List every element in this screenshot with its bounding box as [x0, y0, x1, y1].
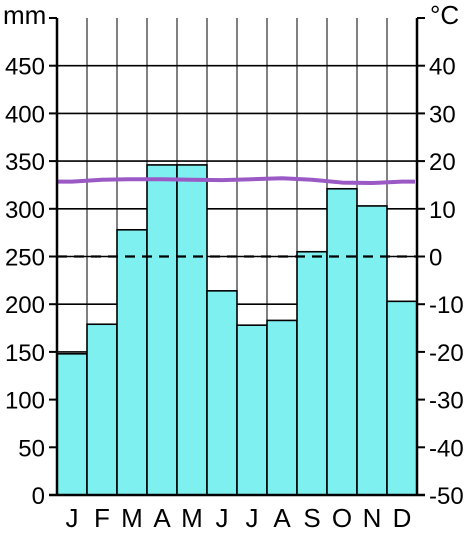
- temperature-line: [57, 176, 415, 186]
- precipitation-bar: [206, 290, 238, 496]
- left-tick-label: 50: [18, 435, 45, 462]
- month-label: S: [303, 503, 320, 533]
- right-tick-label: -10: [429, 292, 464, 319]
- precipitation-bar: [146, 164, 178, 496]
- left-tick-label: 200: [5, 292, 45, 319]
- precipitation-bar: [326, 187, 358, 496]
- month-label: F: [94, 503, 110, 533]
- month-label: A: [273, 503, 291, 533]
- month-label: J: [246, 503, 259, 533]
- month-label: J: [66, 503, 79, 533]
- precipitation-bar: [86, 323, 118, 496]
- left-tick-label: 100: [5, 388, 45, 415]
- month-label: O: [332, 503, 352, 533]
- right-tick-label: 30: [429, 101, 456, 128]
- precipitation-bar: [266, 319, 298, 496]
- month-label: J: [216, 503, 229, 533]
- precipitation-bar: [176, 164, 208, 496]
- precipitation-bar: [356, 205, 388, 496]
- month-label: N: [363, 503, 382, 533]
- temperature-line-group: [57, 176, 415, 186]
- right-tick-label: -20: [429, 340, 464, 367]
- right-axis-unit: °C: [430, 0, 459, 30]
- left-tick-label: 400: [5, 101, 45, 128]
- precipitation-bar: [56, 353, 88, 496]
- left-tick-label: 150: [5, 340, 45, 367]
- right-tick-label: 20: [429, 149, 456, 176]
- precipitation-bar: [386, 300, 418, 496]
- month-label: A: [153, 503, 171, 533]
- month-label: M: [181, 503, 203, 533]
- left-axis-ticks: 0 50 100 150 200 250 300 350 400 450: [5, 17, 57, 510]
- month-label: M: [121, 503, 143, 533]
- right-axis-ticks: -50 -40 -30 -20 -10 0 10 20 30 40: [417, 17, 464, 510]
- left-tick-label: 0: [32, 483, 45, 510]
- precipitation-bar: [296, 250, 328, 496]
- right-tick-label: 0: [429, 245, 442, 272]
- left-tick-label: 250: [5, 245, 45, 272]
- month-label: D: [393, 503, 412, 533]
- left-tick-label: 350: [5, 149, 45, 176]
- right-tick-label: 10: [429, 197, 456, 224]
- left-tick-label: 300: [5, 197, 45, 224]
- right-tick-label: -50: [429, 483, 464, 510]
- precipitation-bars: [56, 164, 418, 496]
- right-tick-label: -30: [429, 388, 464, 415]
- right-tick-label: -40: [429, 435, 464, 462]
- precipitation-bar: [236, 324, 268, 496]
- left-tick-label: 450: [5, 54, 45, 81]
- left-axis-unit: mm: [3, 0, 46, 30]
- precipitation-bar: [116, 228, 148, 496]
- right-tick-label: 40: [429, 54, 456, 81]
